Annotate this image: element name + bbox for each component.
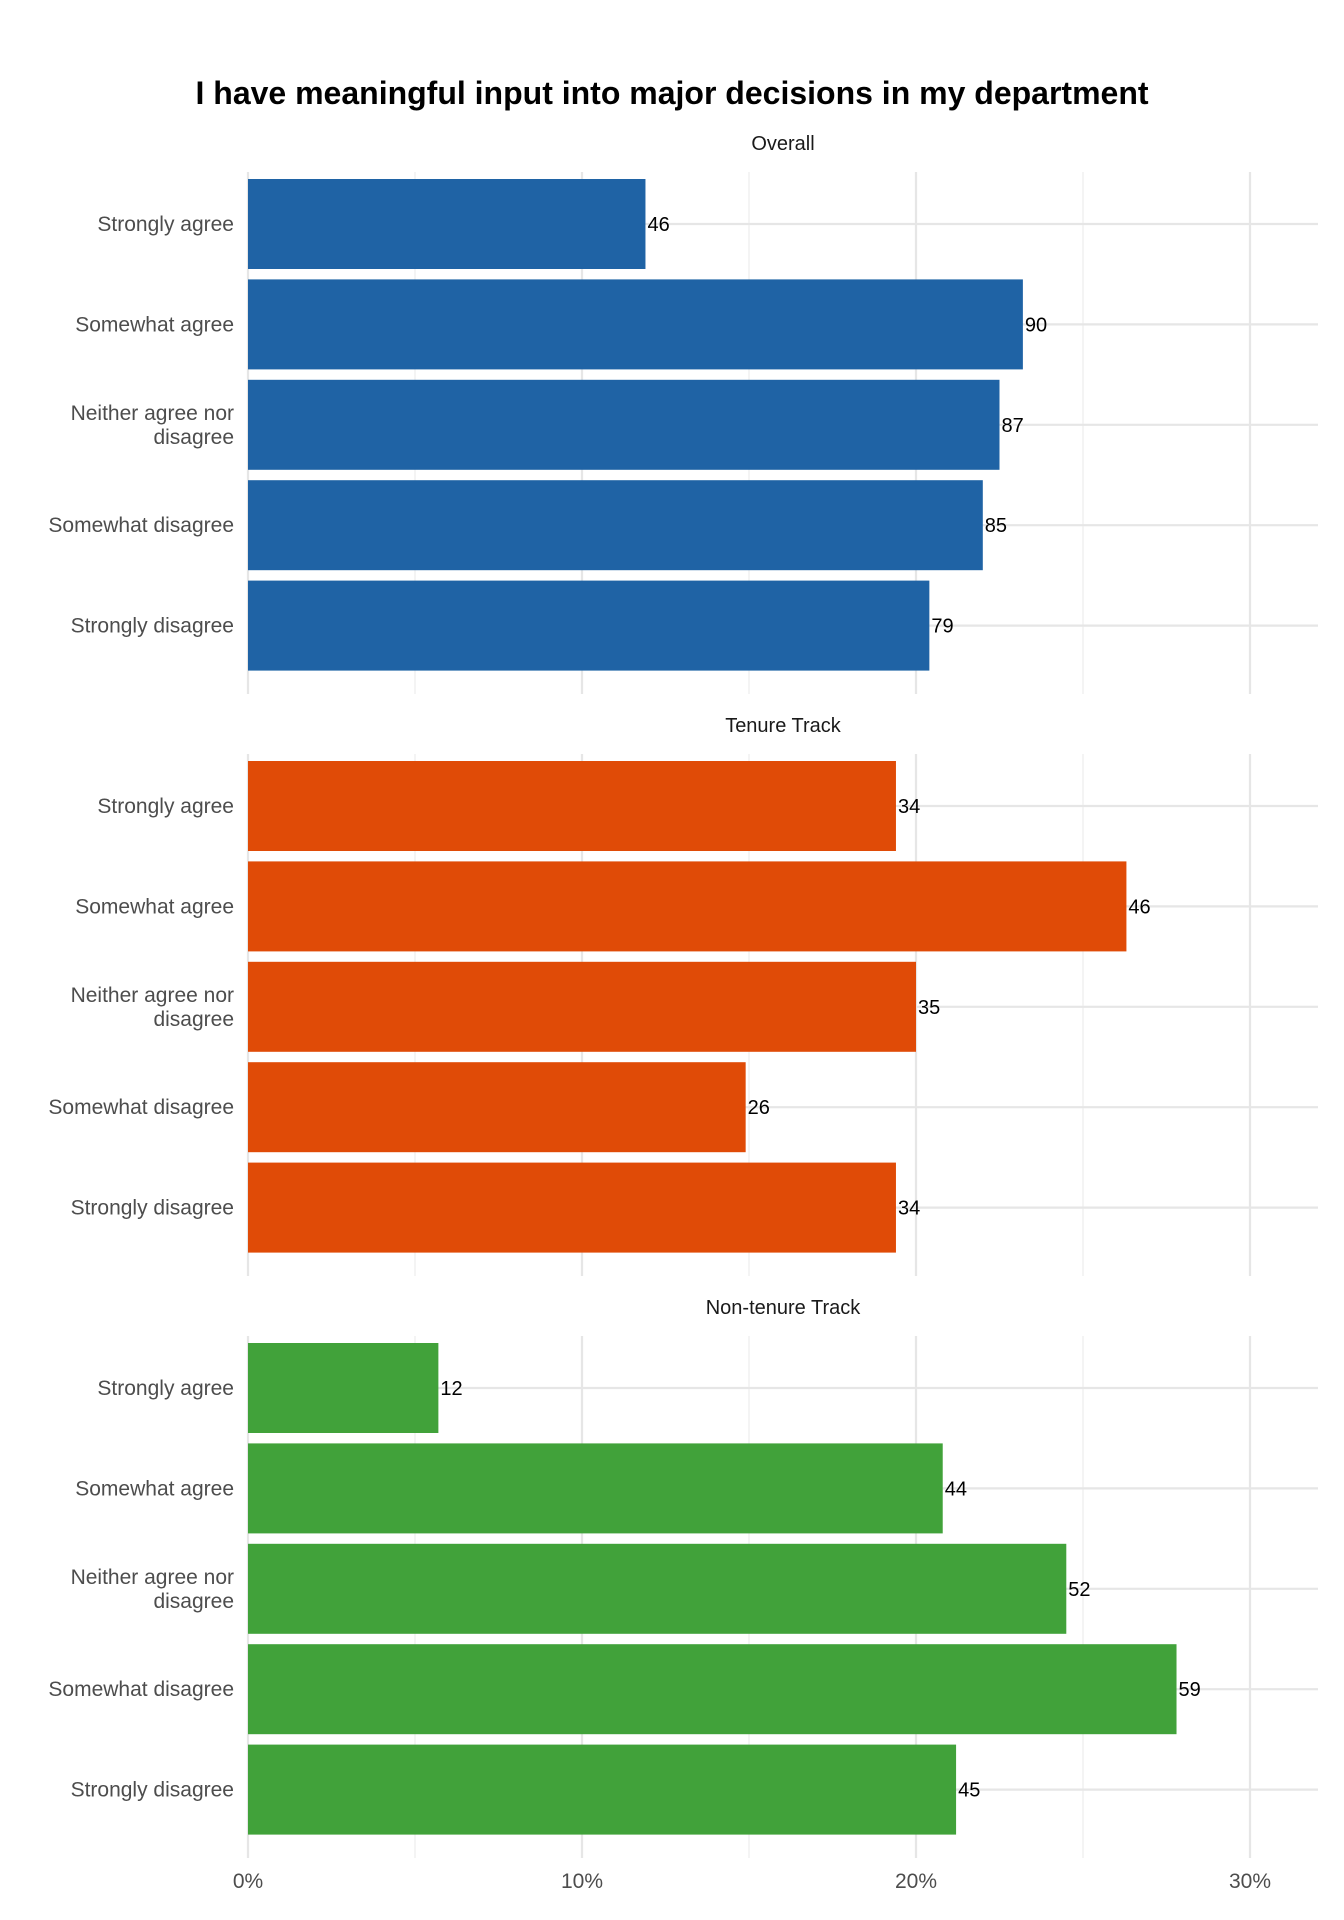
bar-non-tenure-track-strongly-disagree: [248, 1744, 957, 1835]
category-label-somewhat-disagree: Somewhat disagree: [48, 514, 234, 537]
facet-label-tenure-track: Tenure Track: [725, 715, 842, 737]
category-label-neither-agree-nor-disagree: Neither agree nor disagree: [71, 984, 234, 1031]
category-label-neither-agree-nor-disagree: Neither agree nor disagree: [71, 402, 234, 449]
bar-tenure-track-neither-agree-nor-disagree: [248, 961, 916, 1052]
category-label-somewhat-disagree: Somewhat disagree: [48, 1678, 234, 1701]
data-label: 35: [918, 997, 940, 1019]
bar-overall-neither-agree-nor-disagree: [248, 379, 1000, 470]
category-label-somewhat-agree: Somewhat agree: [75, 313, 234, 336]
data-label: 90: [1025, 314, 1047, 336]
category-label-line: Strongly agree: [97, 1377, 234, 1400]
x-tick-label: 20%: [895, 1870, 937, 1893]
data-label: 44: [945, 1478, 967, 1500]
category-label-line: Strongly disagree: [71, 1197, 234, 1220]
category-label-strongly-disagree: Strongly disagree: [71, 1197, 234, 1220]
data-label: 46: [647, 214, 669, 236]
bar-non-tenure-track-somewhat-disagree: [248, 1644, 1177, 1735]
data-label: 45: [958, 1780, 980, 1802]
category-label-somewhat-agree: Somewhat agree: [75, 1477, 234, 1500]
category-label-line: Strongly disagree: [71, 615, 234, 638]
category-label-line: Somewhat disagree: [48, 514, 234, 537]
category-label-line: Somewhat agree: [75, 895, 234, 918]
category-label-strongly-agree: Strongly agree: [97, 213, 234, 236]
category-label-line: Somewhat agree: [75, 313, 234, 336]
category-label-somewhat-disagree: Somewhat disagree: [48, 1096, 234, 1119]
category-label-strongly-agree: Strongly agree: [97, 1377, 234, 1400]
category-label-strongly-agree: Strongly agree: [97, 795, 234, 818]
bar-tenure-track-somewhat-disagree: [248, 1062, 746, 1153]
x-tick-label: 30%: [1229, 1870, 1271, 1893]
category-label-line: Somewhat disagree: [48, 1678, 234, 1701]
category-label-line: Strongly agree: [97, 795, 234, 818]
category-label-line: Strongly disagree: [71, 1779, 234, 1802]
category-label-line: disagree: [153, 1008, 234, 1031]
data-label: 12: [440, 1378, 462, 1400]
data-label: 87: [1002, 415, 1024, 437]
data-label: 34: [898, 1198, 920, 1220]
facet-label-overall: Overall: [751, 133, 814, 155]
data-label: 34: [898, 796, 920, 818]
category-label-strongly-disagree: Strongly disagree: [71, 1779, 234, 1802]
category-label-line: disagree: [153, 1590, 234, 1613]
bar-non-tenure-track-strongly-agree: [248, 1343, 439, 1433]
bar-non-tenure-track-neither-agree-nor-disagree: [248, 1543, 1067, 1634]
category-label-somewhat-agree: Somewhat agree: [75, 895, 234, 918]
bar-tenure-track-strongly-agree: [248, 761, 896, 851]
panel-non-tenure-track: Non-tenure Track 12 Strongly agree 44 Somewh…: [48, 1297, 1318, 1893]
bar-tenure-track-somewhat-agree: [248, 861, 1127, 952]
category-label-line: Somewhat disagree: [48, 1096, 234, 1119]
bar-overall-somewhat-disagree: [248, 480, 983, 571]
panel-overall: Overall 46 Strongly agree 90 Somewhat agree 8…: [48, 133, 1318, 694]
panel-tenure-track: Tenure Track 34 Strongly agree 46 Somewhat a…: [48, 715, 1318, 1276]
bar-non-tenure-track-somewhat-agree: [248, 1443, 943, 1534]
category-label-line: Strongly agree: [97, 213, 234, 236]
facet-label-non-tenure-track: Non-tenure Track: [706, 1297, 862, 1319]
category-label-strongly-disagree: Strongly disagree: [71, 615, 234, 638]
bar-overall-strongly-disagree: [248, 580, 930, 671]
chart-title: I have meaningful input into major decis…: [195, 75, 1148, 111]
category-label-line: Neither agree nor: [71, 402, 234, 425]
data-label: 52: [1068, 1579, 1090, 1601]
data-label: 59: [1179, 1679, 1201, 1701]
bar-tenure-track-strongly-disagree: [248, 1162, 896, 1253]
x-tick-label: 0%: [233, 1870, 263, 1893]
data-label: 85: [985, 515, 1007, 537]
bar-overall-somewhat-agree: [248, 279, 1023, 370]
category-label-line: Somewhat agree: [75, 1477, 234, 1500]
category-label-line: Neither agree nor: [71, 984, 234, 1007]
data-label: 26: [748, 1097, 770, 1119]
data-label: 46: [1128, 896, 1150, 918]
data-label: 79: [931, 616, 953, 638]
category-label-line: disagree: [153, 426, 234, 449]
category-label-neither-agree-nor-disagree: Neither agree nor disagree: [71, 1566, 234, 1613]
bar-overall-strongly-agree: [248, 179, 646, 269]
category-label-line: Neither agree nor: [71, 1566, 234, 1589]
x-tick-label: 10%: [561, 1870, 603, 1893]
